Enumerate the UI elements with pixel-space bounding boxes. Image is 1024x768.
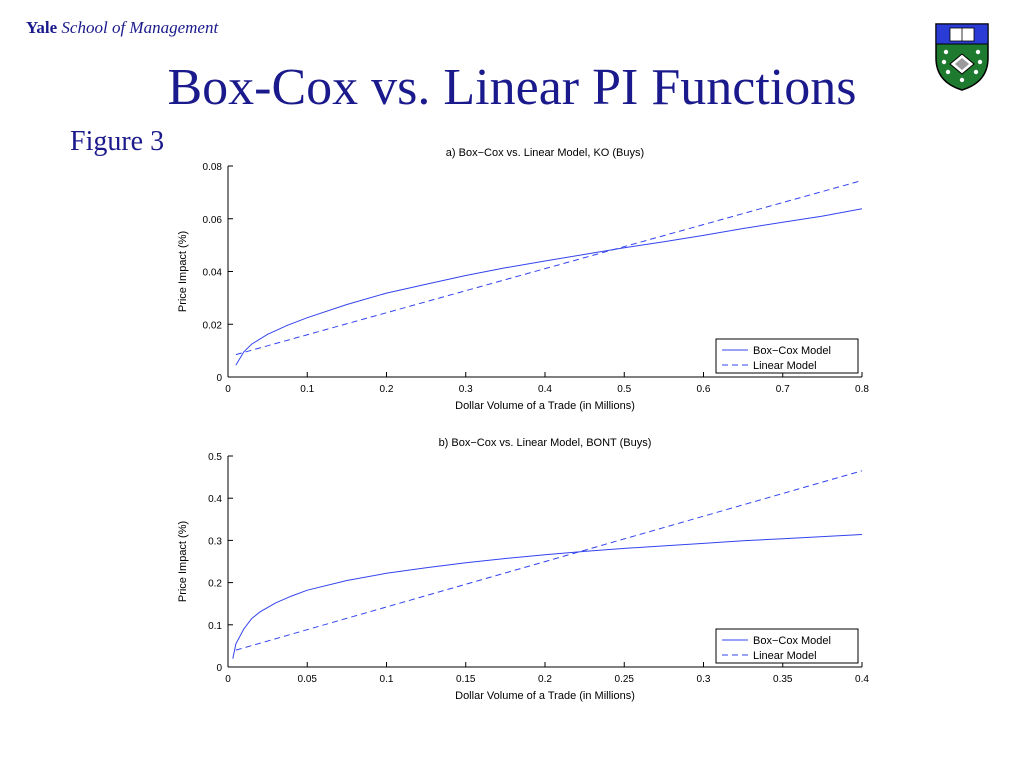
y-axis-label: Price Impact (%) — [177, 521, 189, 602]
x-tick-label: 0.25 — [615, 674, 635, 685]
x-tick-label: 0.3 — [697, 674, 711, 685]
chart-legend: Box−Cox Model Linear Model — [715, 628, 859, 664]
legend-label: Linear Model — [753, 650, 817, 662]
y-tick-label: 0.06 — [203, 215, 223, 226]
y-tick-label: 0.08 — [203, 162, 223, 173]
series-line-linear-model — [235, 470, 863, 651]
x-tick-label: 0.1 — [380, 674, 394, 685]
x-tick-label: 0.05 — [298, 674, 318, 685]
brand-name: Yale — [26, 18, 58, 37]
series-line-linear-model — [235, 180, 863, 356]
legend-box — [715, 628, 859, 664]
chart-legend: Box−Cox Model Linear Model — [715, 338, 859, 374]
y-tick-label: 0 — [216, 663, 222, 674]
chart-title: a) Box−Cox vs. Linear Model, KO (Buys) — [446, 147, 644, 159]
x-tick-label: 0.5 — [617, 384, 631, 395]
y-tick-label: 0.02 — [203, 320, 223, 331]
x-tick-label: 0.1 — [300, 384, 314, 395]
x-tick-label: 0.15 — [456, 674, 476, 685]
y-tick-label: 0.3 — [208, 536, 222, 547]
chart-title: b) Box−Cox vs. Linear Model, BONT (Buys) — [439, 437, 652, 449]
chart-panel-1: a) Box−Cox vs. Linear Model, KO (Buys)0 0… — [177, 147, 869, 412]
x-tick-label: 0 — [225, 384, 231, 395]
x-tick-label: 0.8 — [855, 384, 869, 395]
legend-label: Box−Cox Model — [753, 635, 831, 647]
x-tick-label: 0.35 — [773, 674, 793, 685]
x-tick-label: 0 — [225, 674, 231, 685]
x-axis-label: Dollar Volume of a Trade (in Millions) — [455, 690, 635, 702]
x-tick-label: 0.4 — [855, 674, 869, 685]
figure-label: Figure 3 — [70, 126, 165, 157]
brand-header: Yale School of Management — [26, 18, 218, 38]
slide-title: Box-Cox vs. Linear PI Functions — [167, 59, 857, 116]
y-tick-label: 0.4 — [208, 494, 222, 505]
y-tick-label: 0.1 — [208, 621, 222, 632]
series-line-box-cox-model — [235, 208, 863, 366]
legend-box — [715, 338, 859, 374]
x-tick-label: 0.3 — [459, 384, 473, 395]
x-axis-label: Dollar Volume of a Trade (in Millions) — [455, 400, 635, 412]
x-tick-label: 0.4 — [538, 384, 552, 395]
x-tick-label: 0.6 — [697, 384, 711, 395]
x-tick-label: 0.2 — [380, 384, 394, 395]
yale-shield-icon — [935, 23, 989, 91]
y-tick-label: 0 — [216, 373, 222, 384]
x-tick-label: 0.2 — [538, 674, 552, 685]
y-tick-label: 0.2 — [208, 579, 222, 590]
series-line-box-cox-model — [232, 534, 863, 659]
legend-label: Box−Cox Model — [753, 345, 831, 357]
chart-panel-2: b) Box−Cox vs. Linear Model, BONT (Buys)… — [177, 437, 869, 702]
x-tick-label: 0.7 — [776, 384, 790, 395]
brand-school: School of Management — [61, 18, 219, 37]
legend-label: Linear Model — [753, 360, 817, 372]
y-tick-label: 0.5 — [208, 452, 222, 463]
y-tick-label: 0.04 — [203, 268, 223, 279]
y-axis-label: Price Impact (%) — [177, 231, 189, 312]
